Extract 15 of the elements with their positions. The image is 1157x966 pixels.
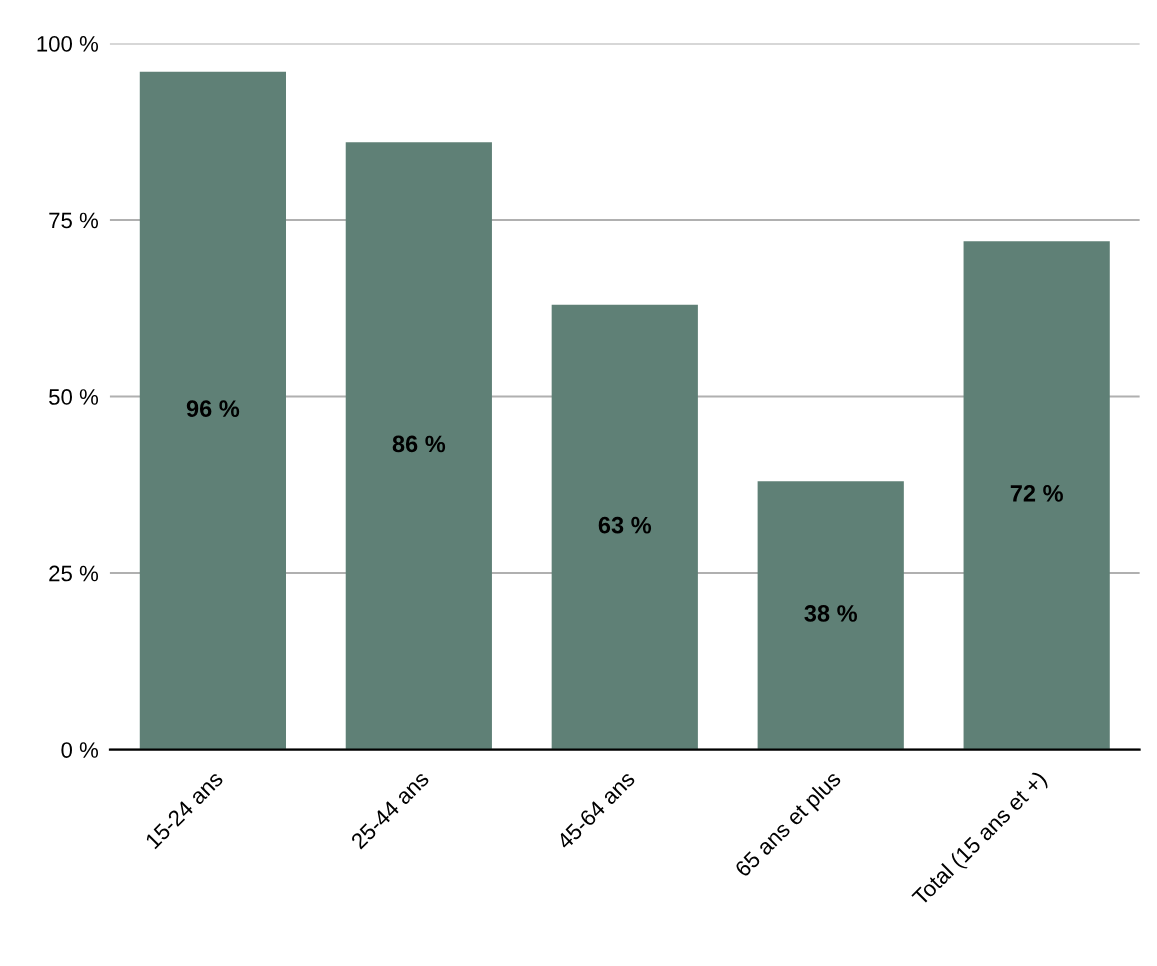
data-label: 86 % [392, 435, 446, 453]
data-label: 72 % [1010, 485, 1063, 502]
bar [963, 241, 1110, 750]
bar [757, 481, 904, 750]
y-tick-label: 100 % [37, 36, 99, 52]
y-tick-label: 50 % [49, 389, 99, 405]
bar [139, 71, 286, 750]
y-tick-label: 25 % [49, 565, 99, 582]
data-label: 38 % [804, 605, 858, 622]
bar [345, 142, 492, 750]
y-tick-label: 0 % [61, 742, 99, 758]
bar [551, 304, 698, 750]
data-label: 96 % [186, 400, 240, 417]
data-label: 63 % [598, 516, 652, 534]
y-tick-label: 75 % [49, 212, 99, 229]
